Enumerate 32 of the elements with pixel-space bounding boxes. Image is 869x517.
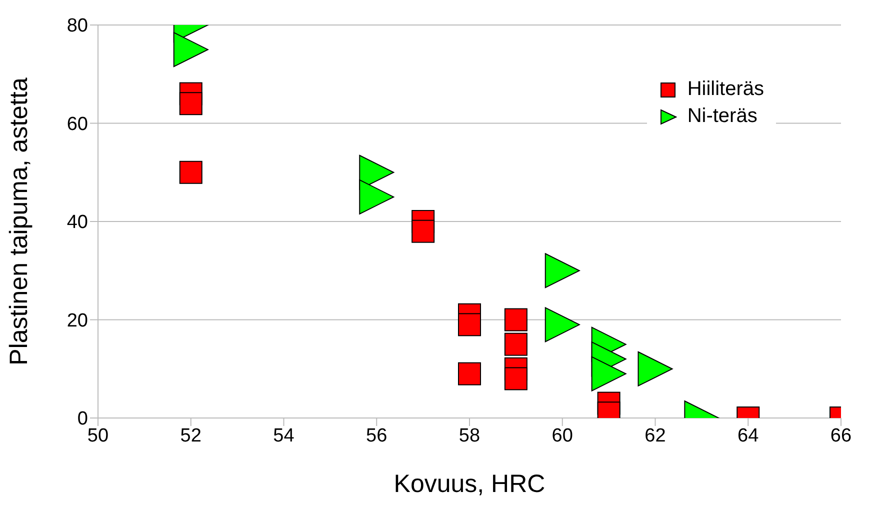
point (359, 179, 394, 214)
x-tick-label: 58 (458, 425, 480, 446)
x-tick-label: 60 (552, 425, 573, 446)
point (179, 92, 202, 116)
x-tick-label: 62 (644, 425, 666, 446)
point (504, 332, 528, 356)
y-tick-label: 80 (66, 16, 88, 37)
y-tick-label: 40 (66, 212, 88, 234)
x-tick-label: 54 (273, 425, 295, 446)
y-tick-label: 60 (66, 114, 88, 135)
y-tick-label: 0 (77, 408, 88, 430)
y-tick-label: 20 (66, 310, 88, 332)
point (179, 160, 202, 184)
point (591, 356, 626, 392)
legend-label: Hiiliteräs (687, 78, 764, 101)
point (638, 351, 673, 386)
x-tick-label: 50 (87, 425, 109, 446)
point (544, 253, 580, 288)
x-tick-label: 52 (180, 425, 202, 446)
point (504, 308, 528, 332)
x-tick-label: 64 (738, 425, 760, 446)
point (173, 32, 208, 68)
x-tick-label: 66 (830, 425, 852, 446)
point (458, 313, 481, 336)
point (504, 367, 528, 390)
point (412, 220, 435, 243)
legend-label: Ni-teräs (687, 105, 758, 128)
point (458, 362, 481, 386)
x-axis-title: Kovuus, HRC (394, 470, 546, 498)
y-axis-title: Plastinen taipuma, astetta (4, 78, 33, 366)
point (544, 307, 580, 342)
x-tick-label: 56 (366, 425, 388, 446)
